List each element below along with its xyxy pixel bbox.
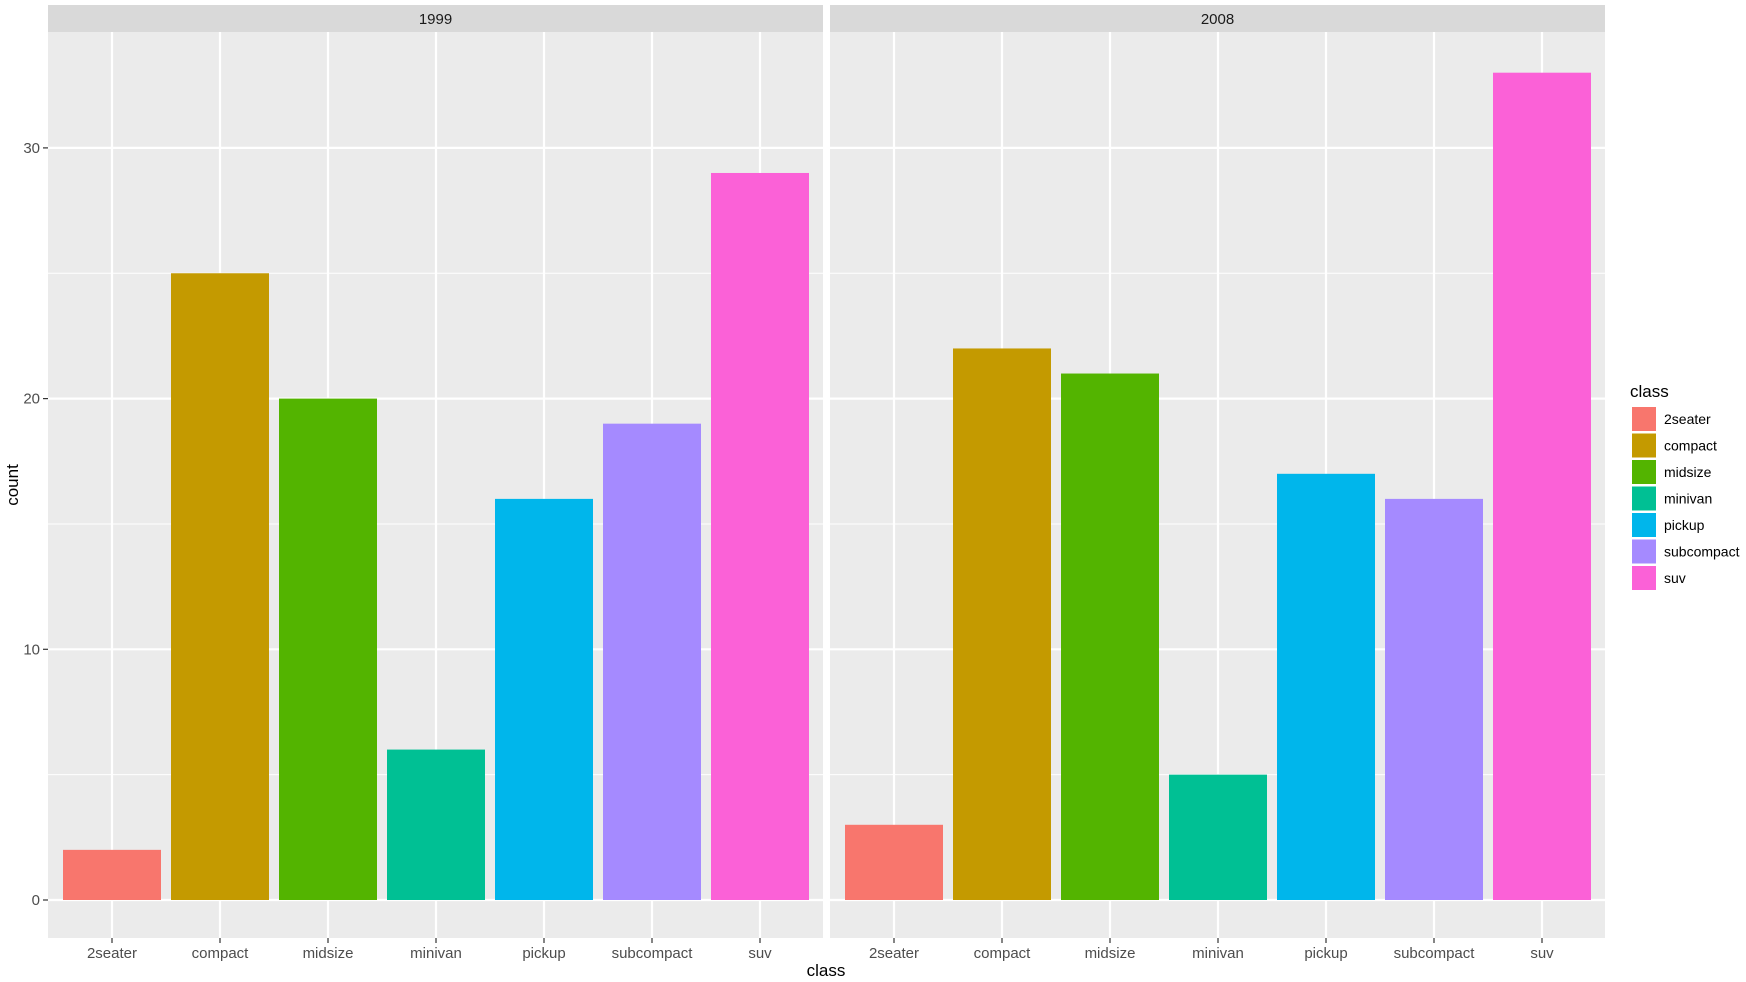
legend-label-suv: suv [1664, 570, 1686, 586]
y-tick-label: 30 [23, 140, 40, 157]
bar-pickup [1277, 473, 1375, 900]
bar-suv [1493, 72, 1591, 900]
legend-key-2seater [1632, 407, 1656, 431]
y-tick-label: 0 [32, 892, 40, 909]
legend: class 2seater compact midsize minivan pickup… [1630, 382, 1740, 590]
legend-key-subcompact [1632, 539, 1656, 564]
x-tick-label: subcompact [612, 945, 694, 962]
x-tick-label: suv [748, 945, 772, 962]
bar-suv [711, 172, 809, 901]
legend-label-compact: compact [1664, 438, 1717, 454]
legend-key-midsize [1632, 460, 1656, 484]
bar-compact [171, 273, 269, 900]
facet-label: 2008 [1201, 11, 1234, 28]
bar-2seater [845, 824, 943, 900]
legend-label-subcompact: subcompact [1664, 544, 1740, 560]
x-tick-label: minivan [410, 945, 462, 962]
bar-2seater [63, 849, 161, 900]
facet-strip [48, 5, 823, 32]
legend-label-pickup: pickup [1664, 517, 1705, 533]
facet-strip [830, 5, 1605, 32]
x-tick-label: compact [192, 945, 250, 962]
y-axis-title: count [3, 464, 22, 506]
bar-minivan [1169, 774, 1267, 900]
legend-label-minivan: minivan [1664, 491, 1712, 507]
y-axis: 0 10 20 30 [23, 140, 48, 909]
x-tick-label: compact [974, 945, 1032, 962]
bar-compact [953, 348, 1051, 901]
y-tick-label: 20 [23, 391, 40, 408]
x-tick-label: midsize [1085, 945, 1136, 962]
x-tick-label: subcompact [1394, 945, 1476, 962]
bar-minivan [387, 749, 485, 900]
facet-label: 1999 [419, 11, 452, 28]
panels: 1999 2seater compact midsize minivan pickup su… [48, 5, 1605, 962]
x-tick-label: minivan [1192, 945, 1244, 962]
bar-midsize [1061, 373, 1159, 900]
x-axis-title: class [807, 961, 846, 980]
legend-key-compact [1632, 433, 1656, 458]
legend-title: class [1630, 382, 1669, 401]
x-tick-label: 2seater [87, 945, 137, 962]
panel-1999: 1999 2seater compact midsize minivan pickup su… [48, 5, 823, 962]
x-tick-label: pickup [1304, 945, 1347, 962]
x-tick-label: suv [1530, 945, 1554, 962]
legend-key-minivan [1632, 486, 1656, 511]
bar-subcompact [1385, 498, 1483, 900]
bar-midsize [279, 398, 377, 900]
legend-key-pickup [1632, 513, 1656, 537]
x-tick-label: midsize [303, 945, 354, 962]
legend-key-suv [1632, 566, 1656, 590]
legend-label-midsize: midsize [1664, 464, 1712, 480]
x-tick-label: 2seater [869, 945, 919, 962]
legend-label-2seater: 2seater [1664, 411, 1711, 427]
panel-2008: 2008 2seater compact midsize minivan pickup su… [830, 5, 1605, 962]
x-tick-label: pickup [522, 945, 565, 962]
y-tick-label: 10 [23, 641, 40, 658]
bar-subcompact [603, 423, 701, 900]
bar-pickup [495, 498, 593, 900]
